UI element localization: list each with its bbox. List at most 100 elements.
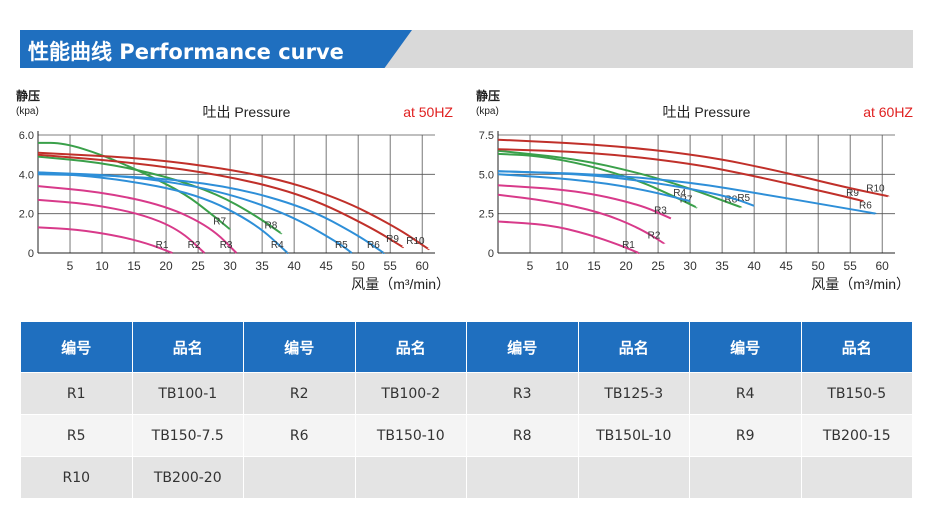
x-tick-label: 5 xyxy=(67,259,74,273)
table-cell: R2 xyxy=(243,372,356,415)
series-label-r8: R8 xyxy=(725,194,738,205)
series-line-r4 xyxy=(497,173,691,203)
series-label-r10: R10 xyxy=(866,183,885,194)
frequency-label: at 60HZ xyxy=(863,104,913,120)
table-row: R1 TB100-1 R2 TB100-2 R3 TB125-3 R4 TB15… xyxy=(20,372,913,415)
y-tick-label: 0 xyxy=(488,248,494,260)
series-line-r3 xyxy=(497,184,672,220)
table-cell xyxy=(800,456,913,499)
page-title: 性能曲线 Performance curve xyxy=(28,40,344,64)
x-tick-label: 55 xyxy=(383,259,397,273)
banner-title-block xyxy=(20,30,412,68)
table-cell: R5 xyxy=(20,414,133,457)
series-label-r6: R6 xyxy=(367,240,380,251)
y-tick-label: 4.0 xyxy=(19,169,34,181)
series-label-r1: R1 xyxy=(156,240,169,251)
series-label-r6: R6 xyxy=(859,201,872,212)
series-label-r5: R5 xyxy=(737,193,750,204)
series-label-r3: R3 xyxy=(220,240,233,251)
series-label-r4: R4 xyxy=(673,188,686,199)
header-cell-code: 编号 xyxy=(466,321,579,373)
series-label-r9: R9 xyxy=(386,234,399,245)
table-cell xyxy=(354,456,467,499)
header-cell-code: 编号 xyxy=(20,321,133,373)
series-label-r2: R2 xyxy=(648,231,661,242)
series-line-r10 xyxy=(497,138,890,198)
y-axis-label: 静压 xyxy=(16,88,40,103)
x-tick-label: 55 xyxy=(843,259,857,273)
series-line-r1 xyxy=(497,220,640,255)
series-label-r7: R7 xyxy=(213,216,226,227)
x-tick-label: 5 xyxy=(527,259,534,273)
series-label-r9: R9 xyxy=(846,188,859,199)
header-cell-model: 品名 xyxy=(577,321,690,373)
series-line-r1 xyxy=(37,226,173,254)
x-tick-label: 35 xyxy=(255,259,269,273)
series-line-r7 xyxy=(37,141,232,231)
x-tick-label: 45 xyxy=(779,259,793,273)
x-tick-label: 40 xyxy=(287,259,301,273)
series-line-r10 xyxy=(37,151,430,251)
series-label-r8: R8 xyxy=(265,220,278,231)
x-tick-label: 10 xyxy=(95,259,109,273)
x-tick-label: 25 xyxy=(191,259,205,273)
header-cell-model: 品名 xyxy=(800,321,913,373)
x-axis-label: 风量（m³/min） xyxy=(351,276,450,292)
table-cell: TB100-1 xyxy=(131,372,244,415)
table-cell: TB200-15 xyxy=(800,414,913,457)
table-cell: TB100-2 xyxy=(354,372,467,415)
table-cell xyxy=(689,456,802,499)
table-cell: R9 xyxy=(689,414,802,457)
series-label-r1: R1 xyxy=(622,240,635,251)
y-axis-unit: (kpa) xyxy=(16,106,39,117)
header-cell-code: 编号 xyxy=(689,321,802,373)
table-cell: R4 xyxy=(689,372,802,415)
series-label-r3: R3 xyxy=(654,205,667,216)
table-header-row: 编号 品名 编号 品名 编号 品名 编号 品名 xyxy=(20,321,913,373)
table-row: R5 TB150-7.5 R6 TB150-10 R8 TB150L-10 R9… xyxy=(20,414,913,457)
y-axis-label: 静压 xyxy=(476,88,500,103)
x-tick-label: 20 xyxy=(159,259,173,273)
table-cell xyxy=(243,456,356,499)
series-line-r7 xyxy=(497,152,698,209)
x-axis-label: 风量（m³/min） xyxy=(811,276,910,292)
header-cell-model: 品名 xyxy=(131,321,244,373)
table-cell: R8 xyxy=(466,414,579,457)
x-tick-label: 25 xyxy=(651,259,665,273)
table-cell: TB150-10 xyxy=(354,414,467,457)
table-cell: TB150L-10 xyxy=(577,414,690,457)
x-tick-label: 10 xyxy=(555,259,569,273)
x-tick-label: 30 xyxy=(223,259,237,273)
performance-chart-50hz: 静压 (kpa) 吐出 Pressure at 50HZ 0 2.0 4.0 6.0 5 10 15… xyxy=(16,88,453,292)
y-tick-label: 5.0 xyxy=(479,169,494,181)
x-tick-label: 35 xyxy=(715,259,729,273)
y-tick-label: 2.0 xyxy=(19,209,34,221)
y-tick-label: 2.5 xyxy=(479,209,494,221)
x-tick-label: 40 xyxy=(747,259,761,273)
table-cell: TB125-3 xyxy=(577,372,690,415)
x-tick-label: 60 xyxy=(416,259,430,273)
series-label-r4: R4 xyxy=(271,240,284,251)
y-tick-label: 7.5 xyxy=(479,130,494,142)
series-line-r6 xyxy=(497,170,877,215)
chart-title: 吐出 Pressure xyxy=(663,104,751,120)
series-line-r2 xyxy=(497,193,666,245)
table-cell xyxy=(577,456,690,499)
series-label-r5: R5 xyxy=(335,240,348,251)
table-cell: R1 xyxy=(20,372,133,415)
y-axis-unit: (kpa) xyxy=(476,106,499,117)
table-cell: TB200-20 xyxy=(131,456,244,499)
performance-chart-60hz: 静压 (kpa) 吐出 Pressure at 60HZ 0 2.5 5.0 7.5 5 10 15… xyxy=(476,88,913,292)
x-tick-label: 15 xyxy=(587,259,601,273)
series-label-r10: R10 xyxy=(406,236,425,247)
table-cell: R3 xyxy=(466,372,579,415)
chart-title: 吐出 Pressure xyxy=(203,104,291,120)
header-cell-code: 编号 xyxy=(243,321,356,373)
table-row: R10 TB200-20 xyxy=(20,456,913,499)
x-tick-label: 15 xyxy=(127,259,141,273)
table-cell: R6 xyxy=(243,414,356,457)
y-tick-label: 6.0 xyxy=(19,130,34,142)
x-tick-label: 50 xyxy=(351,259,365,273)
series-line-r9 xyxy=(497,148,864,203)
model-table: 编号 品名 编号 品名 编号 品名 编号 品名 R1 TB100-1 R2 TB… xyxy=(20,321,913,499)
